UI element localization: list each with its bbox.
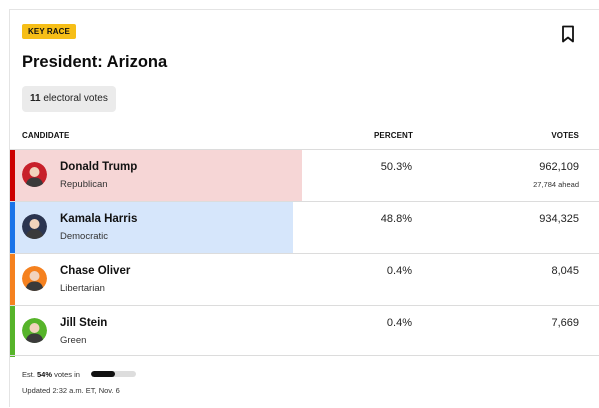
candidate-row: Donald Trump Republican 50.3% 962,109 27… [10, 149, 599, 201]
electoral-votes-pill: 11 electoral votes [22, 86, 116, 112]
estimate-percent: 54% [37, 370, 53, 379]
votes-in-progress-bar [91, 371, 136, 377]
estimate-prefix: Est. [22, 370, 35, 379]
candidate-party: Democratic [60, 231, 109, 242]
race-card: KEY RACE President: Arizona 11 electoral… [9, 9, 599, 407]
candidate-percent: 50.3% [380, 161, 412, 173]
party-stripe [10, 306, 15, 357]
trump-avatar-icon [22, 162, 47, 187]
candidate-row: Chase Oliver Libertarian 0.4% 8,045 [10, 253, 599, 305]
harris-avatar-icon [22, 214, 47, 239]
candidate-party: Libertarian [60, 283, 105, 294]
header-votes: VOTES [551, 131, 579, 140]
header-candidate: CANDIDATE [22, 131, 70, 140]
candidate-ahead: 27,784 ahead [533, 180, 579, 189]
header-percent: PERCENT [374, 131, 413, 140]
candidate-name: Jill Stein [60, 317, 108, 329]
candidate-name: Donald Trump [60, 161, 138, 173]
votes-in-progress-fill [91, 371, 116, 377]
party-stripe [10, 254, 15, 305]
table-header: CANDIDATE PERCENT VOTES [10, 129, 599, 149]
candidate-percent: 0.4% [386, 317, 412, 329]
candidate-party: Green [60, 335, 87, 346]
estimate-text: Est. 54% votes in [22, 370, 80, 379]
candidate-row: Jill Stein Green 0.4% 7,669 [10, 305, 599, 357]
candidate-votes: 934,325 [539, 213, 579, 225]
candidate-votes: 7,669 [551, 317, 579, 329]
bookmark-icon[interactable] [559, 24, 577, 44]
candidate-percent: 0.4% [386, 265, 412, 277]
key-race-badge: KEY RACE [22, 24, 76, 39]
electoral-votes-count: 11 [30, 93, 41, 104]
estimate-suffix: votes in [54, 370, 80, 379]
party-stripe [10, 202, 15, 253]
candidate-row: Kamala Harris Democratic 48.8% 934,325 [10, 201, 599, 253]
candidate-votes: 8,045 [551, 265, 579, 277]
candidate-percent: 48.8% [380, 213, 412, 225]
oliver-avatar-icon [22, 266, 47, 291]
footer: Est. 54% votes in Updated 2:32 a.m. ET, … [10, 355, 599, 408]
candidate-party: Republican [60, 179, 108, 190]
stein-avatar-icon [22, 318, 47, 343]
electoral-votes-label: electoral votes [43, 93, 108, 104]
vote-share-bar [10, 202, 293, 253]
party-stripe [10, 150, 15, 201]
candidate-name: Chase Oliver [60, 265, 131, 277]
candidate-votes: 962,109 [539, 161, 579, 173]
updated-timestamp: Updated 2:32 a.m. ET, Nov. 6 [22, 386, 120, 395]
candidate-table: Donald Trump Republican 50.3% 962,109 27… [10, 149, 599, 357]
race-title: President: Arizona [22, 53, 168, 71]
vote-share-bar [10, 150, 302, 201]
candidate-name: Kamala Harris [60, 213, 138, 225]
